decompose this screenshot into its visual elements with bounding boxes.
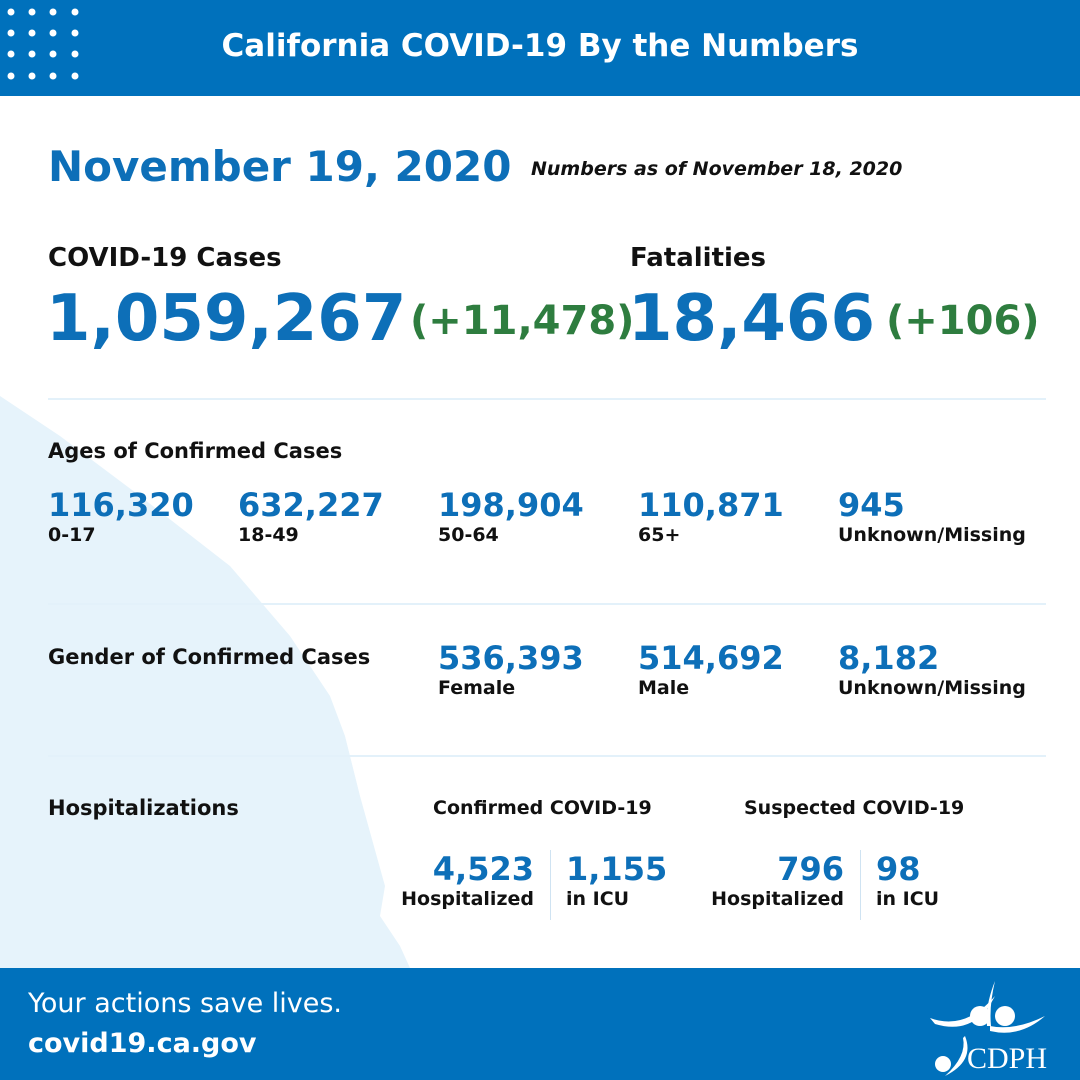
tagline: Your actions save lives. [28,988,343,1019]
report-date: November 19, 2020 [48,142,512,191]
as-of-note: Numbers as of November 18, 2020 [531,158,903,180]
age-stat: 945 Unknown/Missing [838,486,1026,546]
cases-label: COVID-19 Cases [48,243,282,273]
confirmed-icu: 1,155 in ICU [566,850,668,910]
website-link[interactable]: covid19.ca.gov [28,1028,257,1059]
divider [48,755,1046,757]
fatalities-label: Fatalities [630,243,767,273]
confirmed-label: Confirmed COVID-19 [433,797,652,819]
cases-total: 1,059,267 [46,282,407,356]
age-stat: 198,904 50-64 [438,486,584,546]
cases-change: (+11,478) [410,298,635,344]
age-stat: 632,227 18-49 [238,486,384,546]
page-title: California COVID-19 By the Numbers [221,28,859,64]
dot-grid-icon [7,8,79,80]
age-stat: 116,320 0-17 [48,486,194,546]
header-bar: California COVID-19 By the Numbers [0,0,1080,96]
california-map-background [0,396,410,968]
divider [550,850,551,920]
suspected-icu: 98 in ICU [876,850,940,910]
divider [48,398,1046,400]
gender-stat: 8,182 Unknown/Missing [838,639,1026,699]
divider [860,850,861,920]
fatalities-total: 18,466 [628,282,875,356]
footer-bar: Your actions save lives. covid19.ca.gov … [0,968,1080,1080]
ages-label: Ages of Confirmed Cases [48,439,343,463]
divider [48,603,1046,605]
cdph-logo-icon: CDPH [930,981,1047,1076]
suspected-hospitalized: 796 Hospitalized [711,850,844,910]
hospitalizations-label: Hospitalizations [48,796,239,820]
suspected-label: Suspected COVID-19 [744,797,965,819]
age-stat: 110,871 65+ [638,486,784,546]
gender-stat: 536,393 Female [438,639,584,699]
fatalities-change: (+106) [886,298,1040,344]
svg-text:CDPH: CDPH [967,1042,1047,1075]
gender-stat: 514,692 Male [638,639,784,699]
gender-label: Gender of Confirmed Cases [48,645,371,669]
confirmed-hospitalized: 4,523 Hospitalized [401,850,534,910]
